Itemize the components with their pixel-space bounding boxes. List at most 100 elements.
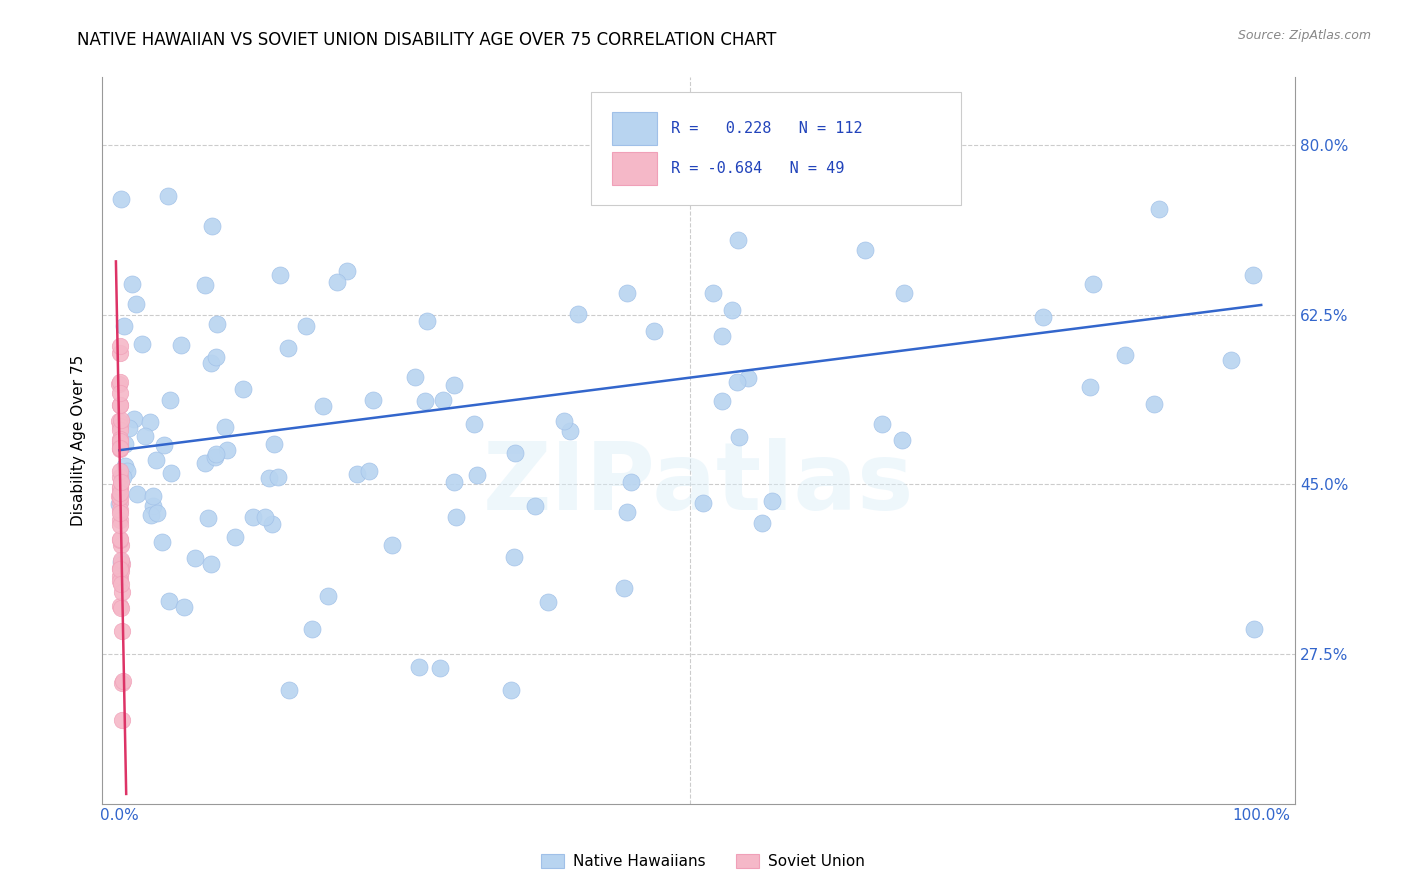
Point bbox=[727, 233, 749, 247]
Point bbox=[108, 385, 131, 400]
Point bbox=[890, 434, 912, 448]
Point bbox=[108, 495, 131, 509]
Point bbox=[207, 317, 229, 331]
Point bbox=[110, 502, 132, 516]
Point bbox=[710, 329, 733, 343]
Point bbox=[110, 555, 132, 569]
Point bbox=[121, 277, 143, 292]
Point bbox=[242, 509, 264, 524]
Point bbox=[702, 286, 724, 301]
Point bbox=[416, 314, 439, 328]
Point bbox=[108, 532, 131, 546]
Point bbox=[110, 565, 132, 579]
Point bbox=[108, 442, 131, 456]
Point bbox=[108, 346, 131, 360]
Point bbox=[413, 394, 436, 409]
Point bbox=[110, 601, 132, 615]
Point bbox=[108, 469, 131, 483]
FancyBboxPatch shape bbox=[592, 92, 962, 204]
Point bbox=[194, 456, 217, 470]
FancyBboxPatch shape bbox=[612, 112, 657, 145]
Point bbox=[108, 533, 131, 548]
Point bbox=[404, 369, 426, 384]
Point bbox=[408, 660, 430, 674]
Point bbox=[361, 392, 384, 407]
Point bbox=[150, 535, 173, 549]
Point bbox=[1243, 622, 1265, 636]
Point bbox=[200, 558, 222, 572]
Point bbox=[170, 338, 193, 352]
Point bbox=[214, 419, 236, 434]
Point bbox=[110, 552, 132, 566]
Point bbox=[613, 582, 636, 596]
Point bbox=[616, 285, 638, 300]
Point bbox=[232, 382, 254, 396]
Point bbox=[108, 377, 131, 392]
Point bbox=[893, 285, 915, 300]
Point bbox=[336, 264, 359, 278]
Point bbox=[108, 599, 131, 613]
Point bbox=[1032, 310, 1054, 325]
Point bbox=[204, 450, 226, 465]
Point bbox=[108, 423, 131, 437]
Point bbox=[751, 516, 773, 530]
Point bbox=[108, 568, 131, 582]
Point bbox=[134, 429, 156, 443]
Point bbox=[1220, 352, 1243, 367]
Point bbox=[643, 325, 665, 339]
Point bbox=[110, 560, 132, 574]
Point bbox=[184, 550, 207, 565]
Point bbox=[110, 486, 132, 500]
Point bbox=[1241, 268, 1264, 283]
Point bbox=[465, 467, 488, 482]
Point bbox=[108, 339, 131, 353]
Point bbox=[316, 589, 339, 603]
Point bbox=[692, 496, 714, 510]
Point bbox=[108, 434, 131, 448]
Point bbox=[110, 538, 132, 552]
Point bbox=[870, 417, 893, 431]
Point bbox=[110, 413, 132, 427]
Point bbox=[537, 595, 560, 609]
Point bbox=[301, 622, 323, 636]
Point bbox=[1149, 202, 1171, 216]
Text: NATIVE HAWAIIAN VS SOVIET UNION DISABILITY AGE OVER 75 CORRELATION CHART: NATIVE HAWAIIAN VS SOVIET UNION DISABILI… bbox=[77, 31, 776, 49]
Point bbox=[114, 458, 136, 473]
Point bbox=[692, 179, 714, 194]
Point bbox=[277, 341, 299, 355]
FancyBboxPatch shape bbox=[612, 152, 657, 185]
Point bbox=[311, 399, 333, 413]
Point bbox=[108, 441, 131, 455]
Point bbox=[114, 437, 136, 451]
Point bbox=[260, 517, 283, 532]
Point bbox=[111, 675, 134, 690]
Point bbox=[443, 475, 465, 489]
Point bbox=[1080, 380, 1102, 394]
Point bbox=[110, 562, 132, 576]
Point bbox=[263, 437, 285, 451]
Point bbox=[122, 412, 145, 426]
Point bbox=[217, 442, 239, 457]
Point bbox=[108, 419, 131, 434]
Point bbox=[503, 446, 526, 460]
Point bbox=[108, 398, 131, 412]
Point bbox=[108, 497, 131, 511]
Point bbox=[253, 510, 276, 524]
Point bbox=[111, 557, 134, 571]
Point bbox=[108, 435, 131, 450]
Point bbox=[429, 661, 451, 675]
Point bbox=[359, 464, 381, 478]
Point bbox=[294, 319, 316, 334]
Point bbox=[444, 509, 467, 524]
Point bbox=[720, 302, 742, 317]
Point bbox=[152, 438, 174, 452]
Point bbox=[118, 421, 141, 435]
Point bbox=[159, 392, 181, 407]
Point bbox=[108, 517, 131, 532]
Point bbox=[727, 430, 749, 444]
Point bbox=[463, 417, 485, 432]
Point bbox=[443, 378, 465, 392]
Point bbox=[567, 307, 589, 321]
Point bbox=[1083, 277, 1105, 291]
Point bbox=[108, 441, 131, 455]
